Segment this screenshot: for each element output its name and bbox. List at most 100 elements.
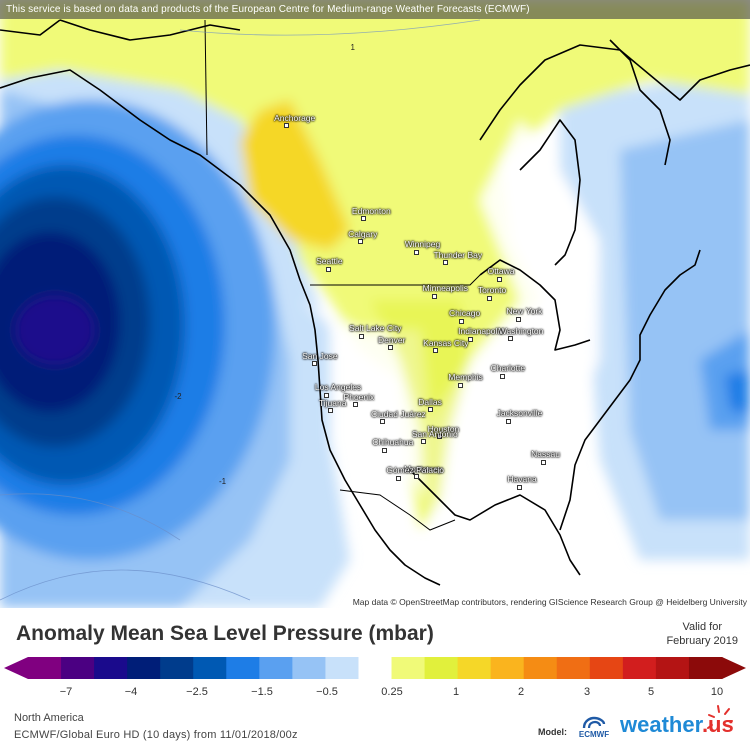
city-label: Ciudad Juárez <box>370 408 426 419</box>
city-label: Toronto <box>477 285 507 296</box>
colorbar-right-arrow <box>722 657 746 679</box>
colorbar-segment <box>358 657 393 679</box>
city-marker <box>380 419 386 425</box>
isobar-value-label: -1 <box>218 477 227 487</box>
city-label: San Antonio <box>411 428 458 439</box>
colorbar-tick-label: 1 <box>452 686 460 698</box>
colorbar-segment <box>523 657 558 679</box>
model-label: Model: <box>538 727 567 737</box>
sun-icon <box>707 705 733 729</box>
colorbar-segment <box>160 657 194 679</box>
colorbar-tick-label: 5 <box>647 686 655 698</box>
colorbar-segment <box>556 657 591 679</box>
city-marker <box>487 295 493 301</box>
isobars <box>0 19 481 601</box>
city-marker <box>381 447 387 453</box>
city-label: Denver <box>378 334 406 345</box>
colorbar-tick-label: −2.5 <box>186 686 208 698</box>
ecmwf-logo: ECMWF <box>574 716 614 739</box>
city-label: Minneapolis <box>422 283 469 293</box>
colorbar-left-arrow <box>4 657 28 679</box>
colorbar-segment <box>61 657 95 679</box>
weather-us-logo[interactable]: weather.us <box>620 712 734 738</box>
city-marker <box>311 361 317 367</box>
city-label: Los Angeles <box>314 382 362 393</box>
valid-for: Valid for February 2019 <box>666 620 738 648</box>
city-marker <box>516 484 522 490</box>
colorbar-segment <box>424 657 459 679</box>
city-marker <box>358 333 364 339</box>
colorbar-segment <box>259 657 293 679</box>
city-marker <box>427 407 433 413</box>
colorbar-segment <box>457 657 492 679</box>
legend-title: Anomaly Mean Sea Level Pressure (mbar) <box>16 622 434 645</box>
valid-for-label: Valid for <box>682 621 722 633</box>
city-marker <box>357 239 363 245</box>
city-marker <box>421 439 427 445</box>
colorbar-segment <box>655 657 690 679</box>
map-attribution[interactable]: Map data © OpenStreetMap contributors, r… <box>349 596 750 608</box>
city-label: Washington <box>498 325 544 336</box>
colorbar-segment <box>226 657 260 679</box>
city-label: Seattle <box>316 256 343 267</box>
colorbar-tick-label: 3 <box>583 686 591 698</box>
city-label: Thunder Bay <box>433 249 483 260</box>
city-marker <box>497 276 503 282</box>
city-label: Phoenix <box>343 391 375 402</box>
city-label: Tijuana <box>318 397 347 408</box>
isobar-value-label: 1 <box>350 43 355 53</box>
coastline <box>0 19 750 586</box>
city-label: Ottawa <box>487 266 515 277</box>
city-label: Monterrey <box>404 463 443 474</box>
city-marker <box>324 392 330 398</box>
colorbar-tick-label: −4 <box>124 686 138 698</box>
colorbar-tick-label: −1.5 <box>251 686 273 698</box>
brand-tld: .us <box>701 712 734 737</box>
city-marker <box>395 475 401 481</box>
city-marker <box>325 266 331 272</box>
city-marker <box>328 408 334 414</box>
colorbar-tick-label: 0.25 <box>381 686 403 698</box>
city-marker <box>458 318 464 324</box>
city-marker <box>353 402 359 408</box>
colorbar-segment <box>292 657 326 679</box>
city-marker <box>413 474 419 480</box>
isobar-value-label: -2 <box>174 392 182 402</box>
model-run-label: ECMWF/Global Euro HD (10 days) from 11/0… <box>14 729 298 741</box>
colorbar-segment <box>94 657 128 679</box>
city-label: Anchorage <box>274 112 316 123</box>
ecmwf-logo-icon <box>582 716 606 729</box>
city-marker <box>508 336 514 342</box>
color-scale-bar <box>4 657 746 679</box>
city-label: Charlotte <box>490 363 526 374</box>
city-label: New York <box>506 306 543 317</box>
city-label: Winnipeg <box>404 239 441 250</box>
city-label: Jacksonville <box>496 408 543 419</box>
colorbar-tick-label: −7 <box>59 686 73 698</box>
colorbar-segment <box>589 657 624 679</box>
colorbar-segment <box>622 657 657 679</box>
city-marker <box>361 216 367 222</box>
colorbar-segment <box>325 657 359 679</box>
city-marker <box>432 348 438 354</box>
pressure-anomaly-field <box>0 0 750 608</box>
colorbar-segment <box>490 657 525 679</box>
political-borders <box>204 19 481 531</box>
colorbar-segment <box>193 657 227 679</box>
city-label: Kansas City <box>423 337 469 348</box>
city-label: Calgary <box>348 228 378 239</box>
city-marker <box>516 316 522 322</box>
city-marker <box>432 293 438 299</box>
weather-map[interactable]: Anchorage Edmonton Calgary Seattle Winnipeg T… <box>0 0 750 608</box>
city-marker <box>283 123 289 129</box>
city-label: Chicago <box>449 308 481 319</box>
city-marker <box>500 373 506 379</box>
region-label: North America <box>14 712 84 724</box>
city-label: Houston <box>427 423 460 434</box>
city-label: Memphis <box>448 372 483 383</box>
city-marker <box>414 249 420 255</box>
ecmwf-logo-text: ECMWF <box>578 730 610 739</box>
city-label: Indianapolis <box>458 326 504 337</box>
city-label: Chihuahua <box>372 437 414 448</box>
city-label: Gómez Palacio <box>386 465 444 476</box>
